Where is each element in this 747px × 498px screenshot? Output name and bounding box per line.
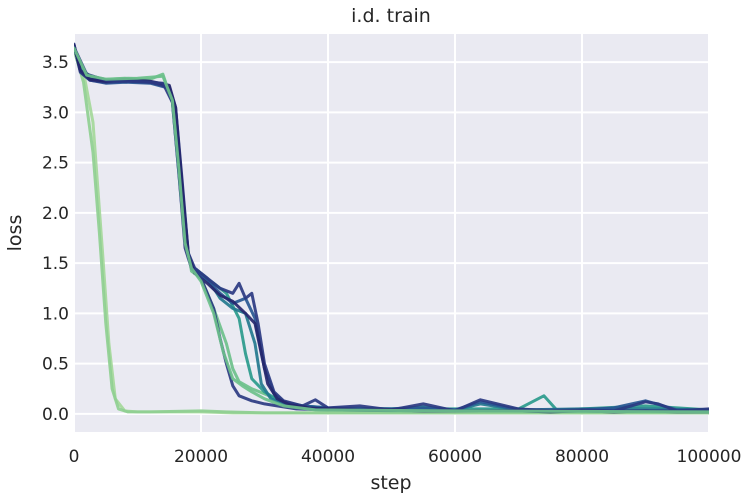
y-axis-label: loss bbox=[4, 215, 26, 252]
plot-area bbox=[74, 34, 709, 432]
x-axis-label: step bbox=[370, 472, 411, 494]
y-tick-label: 2.0 bbox=[42, 204, 69, 224]
y-axis-ticks: 0.0 0.5 1.0 1.5 2.0 2.5 3.0 3.5 bbox=[42, 53, 69, 425]
series-layer bbox=[74, 42, 709, 415]
y-tick-label: 3.0 bbox=[42, 103, 69, 123]
x-tick-label: 20000 bbox=[174, 447, 228, 467]
x-tick-label: 0 bbox=[69, 447, 80, 467]
x-axis-ticks: 0 20000 40000 60000 80000 100000 bbox=[69, 447, 742, 467]
grid bbox=[73, 34, 710, 432]
y-tick-label: 1.0 bbox=[42, 304, 69, 324]
series-line bbox=[74, 46, 709, 414]
y-tick-label: 3.5 bbox=[42, 53, 69, 73]
x-tick-label: 80000 bbox=[555, 447, 609, 467]
y-tick-label: 2.5 bbox=[42, 154, 69, 174]
y-tick-label: 0.0 bbox=[42, 405, 69, 425]
x-tick-label: 60000 bbox=[428, 447, 482, 467]
series-line bbox=[74, 48, 709, 415]
chart-title: i.d. train bbox=[351, 5, 431, 27]
x-tick-label: 100000 bbox=[677, 447, 742, 467]
y-tick-label: 1.5 bbox=[42, 254, 69, 274]
y-tick-label: 0.5 bbox=[42, 355, 69, 375]
x-tick-label: 40000 bbox=[301, 447, 355, 467]
